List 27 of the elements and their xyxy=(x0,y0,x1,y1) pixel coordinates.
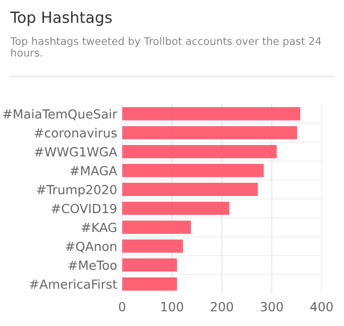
y-tick-label: #Trump2020 xyxy=(36,184,116,197)
x-tick-label: 300 xyxy=(260,302,283,312)
bar xyxy=(122,182,258,196)
bar xyxy=(122,144,277,158)
x-tick-label: 100 xyxy=(161,302,184,312)
bar xyxy=(122,240,183,253)
bar xyxy=(122,220,191,234)
y-tick-label: #coronavirus xyxy=(34,128,117,138)
bar xyxy=(122,164,264,178)
y-tick-label: #KAG xyxy=(82,222,116,232)
y-tick-label: #QAnon xyxy=(66,242,116,252)
y-tick-label: #AmericaFirst xyxy=(30,279,117,289)
y-tick-label: #COVID19 xyxy=(52,204,116,214)
y-tick-label: #WWG1WGA xyxy=(34,147,118,157)
chart-subtitle: Top hashtags tweeted by Trollbot accounts over the past 24 hours. xyxy=(10,36,322,57)
bar xyxy=(122,277,177,291)
x-tick-label: 400 xyxy=(310,302,333,312)
bar xyxy=(122,126,298,140)
x-tick-label: 200 xyxy=(210,302,233,312)
y-tick-label: #MAGA xyxy=(70,166,118,176)
bar xyxy=(122,107,300,120)
bar xyxy=(122,258,177,272)
bar xyxy=(122,202,230,215)
y-tick-label: #MaiaTemQueSair xyxy=(3,109,118,120)
y-tick-label: #MeToo xyxy=(68,260,117,270)
chart-title: Top Hashtags xyxy=(10,11,112,26)
x-tick-label: 0 xyxy=(118,302,126,312)
